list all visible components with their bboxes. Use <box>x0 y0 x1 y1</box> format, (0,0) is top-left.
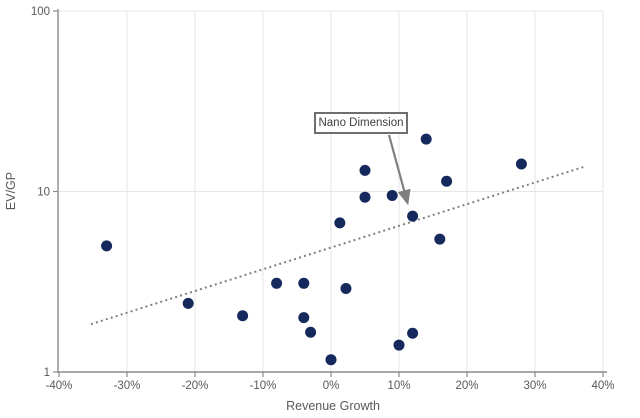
x-tick-label: 40% <box>591 380 614 392</box>
x-tick-label: -10% <box>250 380 277 392</box>
y-axis-title: EV/GP <box>4 172 18 210</box>
data-point <box>182 297 194 309</box>
x-axis-title: Revenue Growth <box>286 399 380 413</box>
data-point <box>441 175 453 187</box>
x-tick-label: 20% <box>455 380 478 392</box>
data-point <box>271 277 283 289</box>
data-point <box>420 133 432 145</box>
data-point <box>393 339 405 351</box>
y-tick-label: 10 <box>37 187 50 199</box>
annotation-arrow <box>387 134 411 206</box>
y-tick-label: 1 <box>44 367 50 379</box>
data-point <box>434 233 446 245</box>
x-tick-label: 10% <box>387 380 410 392</box>
data-point <box>298 312 310 324</box>
data-point <box>298 277 310 289</box>
data-point <box>325 354 337 366</box>
data-point <box>101 240 113 252</box>
x-tick-label: -20% <box>182 380 209 392</box>
data-point <box>515 158 527 170</box>
data-point <box>334 217 346 229</box>
x-tick-label: -40% <box>46 380 73 392</box>
data-point <box>237 310 249 322</box>
x-tick-label: -30% <box>114 380 141 392</box>
data-point <box>386 190 398 202</box>
y-tick-label: 100 <box>31 6 50 18</box>
x-tick-label: 30% <box>523 380 546 392</box>
data-point <box>359 164 371 176</box>
annotation-nano-dimension: Nano Dimension <box>314 112 408 134</box>
data-point <box>407 210 419 222</box>
data-point <box>340 283 352 295</box>
x-tick-label: 0% <box>323 380 340 392</box>
data-point <box>359 191 371 203</box>
data-point <box>407 327 419 339</box>
trend-line <box>90 165 585 326</box>
data-point <box>305 326 317 338</box>
